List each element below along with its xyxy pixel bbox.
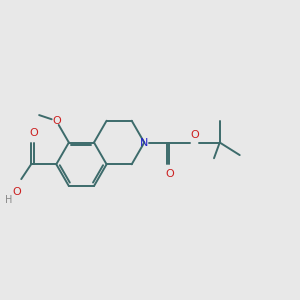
Text: H: H: [5, 195, 12, 205]
Text: O: O: [52, 116, 61, 126]
Text: N: N: [140, 137, 148, 148]
Text: O: O: [165, 169, 174, 178]
Text: O: O: [13, 188, 22, 197]
Text: O: O: [29, 128, 38, 138]
Text: O: O: [190, 130, 199, 140]
